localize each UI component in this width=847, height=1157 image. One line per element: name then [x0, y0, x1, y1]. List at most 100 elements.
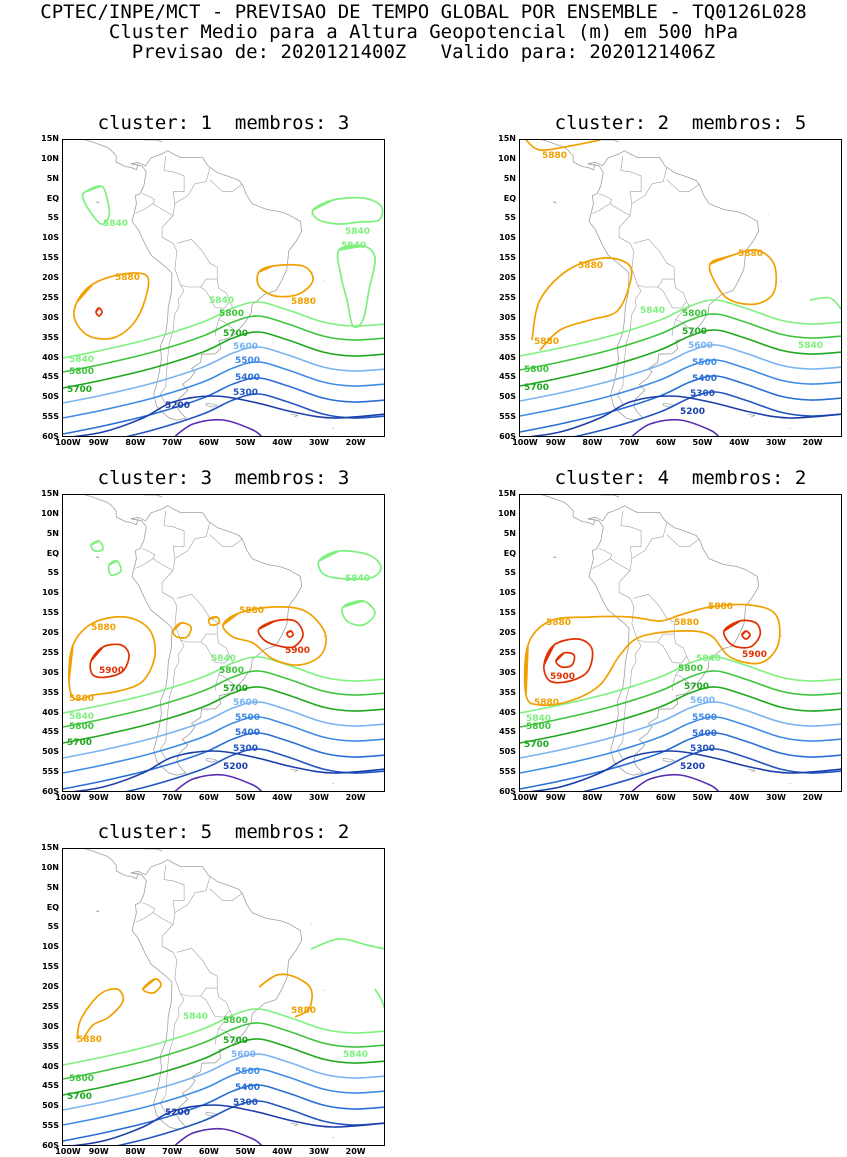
island-outline: [205, 403, 218, 408]
lon-tick-label: 50W: [692, 793, 713, 802]
lat-tick-label: 40S: [42, 1061, 59, 1071]
map-area: 5880 5880 5840 5800 5700 5600 5500 5400 5300 5200…: [62, 848, 385, 1146]
contour-label: 5300: [233, 744, 258, 754]
country-border: [215, 674, 219, 691]
country-border: [672, 319, 676, 336]
contour-5900-closed: [741, 630, 751, 640]
coastline: [130, 859, 302, 1130]
lat-tick-label: 55S: [499, 412, 516, 422]
contour-5800: [63, 315, 384, 373]
lon-tick-label: 70W: [162, 1147, 183, 1156]
contour-label: 5880: [239, 606, 264, 616]
lat-tick-label: 25S: [42, 1001, 59, 1011]
lat-tick-label: 5S: [47, 213, 59, 223]
contour-5900-closed: [286, 630, 294, 638]
lat-tick-label: 45S: [42, 727, 59, 737]
coastline: [84, 495, 139, 526]
lat-tick-label: 10S: [42, 588, 59, 598]
lon-tick-label: 80W: [582, 793, 603, 802]
lon-tick-label: 60W: [198, 438, 219, 447]
contour-label: 5700: [67, 385, 92, 395]
panel-title-3: cluster: 3 membros: 3: [97, 467, 350, 489]
lat-tick-label: 20S: [42, 273, 59, 283]
lat-tick-label: 15N: [498, 134, 516, 143]
country-border: [633, 594, 675, 635]
country-border: [176, 948, 218, 989]
island-outline: [552, 201, 557, 204]
contour-5880-open: [258, 973, 313, 1018]
country-border: [163, 864, 185, 925]
contour-5880-closed: [523, 603, 781, 707]
contour-label: 5800: [219, 309, 244, 319]
contour-5700: [520, 329, 841, 387]
map-panel-1: 5840 5840 5840 5880 5880 5840 5800 5700 5600 5500…: [41, 134, 385, 447]
contour-map: 5880 5880 5840 5800 5700 5600 5500 5400 5300 5200…: [63, 849, 384, 1145]
contour-5900-closed: [257, 618, 304, 649]
island-outline: [662, 758, 675, 763]
map-panel-2: 5880 5880 5880 5880 5840 5800 5700 5600 5500 5400…: [498, 134, 842, 447]
contour-label: 5700: [524, 383, 549, 393]
header-line-1: CPTEC/INPE/MCT - PREVISAO DE TEMPO GLOBA…: [40, 1, 807, 23]
lon-tick-label: 60W: [198, 1147, 219, 1156]
lon-tick-label: 100W: [512, 438, 538, 447]
country-border: [163, 155, 185, 216]
country-border: [152, 558, 174, 571]
contour-label: 5400: [235, 373, 260, 383]
country-border: [174, 876, 211, 913]
contour-label: 5300: [233, 388, 258, 398]
contour-label: 5600: [231, 1050, 256, 1060]
contour-5880-open: [525, 140, 601, 152]
lat-tick-label: 35S: [42, 687, 59, 697]
lon-tick-label: 50W: [692, 438, 713, 447]
island-outline: [747, 768, 756, 773]
contour-5840-open: [374, 988, 384, 1009]
panel-title-4: cluster: 4 membros: 2: [554, 467, 807, 489]
contour-label: 5840: [183, 1012, 208, 1022]
lon-tick-label: 30W: [308, 793, 329, 802]
lat-tick-label: 55S: [42, 767, 59, 777]
country-border: [180, 987, 218, 997]
contour-label: 5600: [233, 342, 258, 352]
contour-5600: [63, 1053, 384, 1111]
lat-tick-label: 25S: [499, 292, 516, 302]
lat-tick-label: 5S: [504, 568, 516, 578]
island-outline: [332, 1136, 335, 1139]
contour-5500: [63, 1068, 384, 1126]
contour-label: 5500: [235, 1067, 260, 1077]
contour-label: 5200: [223, 762, 248, 772]
island-outline: [332, 782, 335, 785]
country-border: [180, 278, 218, 288]
map-area: 5880 5880 5880 5880 5840 5800 5700 5600 5500 5400…: [519, 139, 842, 437]
lat-tick-label: 10N: [498, 153, 516, 163]
lat-tick-label: 15S: [42, 253, 59, 263]
country-border: [617, 570, 642, 760]
lon-tick-label: 60W: [655, 438, 676, 447]
contour-5300: [126, 748, 384, 791]
lat-tick-label: 30S: [499, 312, 516, 322]
contour-label: 5840: [211, 654, 236, 664]
lat-tick-label: 5S: [47, 568, 59, 578]
lon-tick-label: 40W: [272, 438, 293, 447]
lat-tick-label: 30S: [42, 667, 59, 677]
lon-tick-label: 40W: [729, 793, 750, 802]
contour-5300: [126, 393, 384, 436]
contour-label: 5880: [91, 623, 116, 633]
contour-5400: [520, 732, 841, 790]
map-area: 5880 5880 5880 5900 5900 5880 5840 5800 5700 5600…: [519, 494, 842, 792]
country-border: [620, 155, 642, 216]
contour-label: 5400: [692, 374, 717, 384]
coastline: [84, 849, 139, 880]
country-border: [666, 179, 701, 192]
country-border: [633, 239, 675, 280]
island-outline: [747, 413, 756, 418]
lat-tick-label: 40S: [42, 352, 59, 362]
island-outline: [95, 201, 100, 204]
contour-label: 5880: [546, 618, 571, 628]
contour-label: 5800: [69, 1074, 94, 1084]
map-panel-5: 5880 5880 5840 5800 5700 5600 5500 5400 5300 5200…: [41, 843, 385, 1156]
lon-tick-label: 30W: [765, 438, 786, 447]
contour-5400: [520, 375, 841, 433]
contour-label: 5400: [235, 1083, 260, 1093]
contour-label: 5600: [690, 696, 715, 706]
country-border: [215, 1028, 219, 1045]
